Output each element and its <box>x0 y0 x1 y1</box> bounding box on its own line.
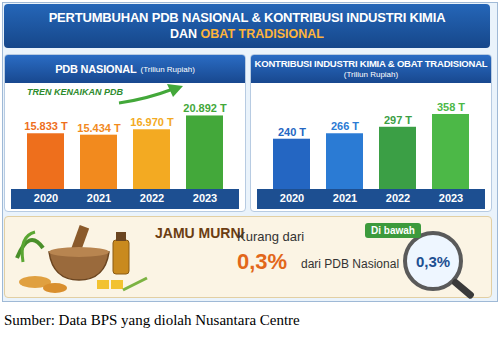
svg-text:2023: 2023 <box>193 192 217 204</box>
svg-text:2020: 2020 <box>34 192 58 204</box>
html-text:DAN OBAT TRADISIONAL: DAN OBAT TRADISIONAL <box>170 27 324 41</box>
html-text:Kurang dari: Kurang dari <box>237 229 305 244</box>
html-text:Di bawah: Di bawah <box>371 225 415 236</box>
svg-text:266 T: 266 T <box>331 120 359 132</box>
svg-text:2021: 2021 <box>333 192 357 204</box>
html-text:PERTUMBUHAN PDB NASIONAL & KON: PERTUMBUHAN PDB NASIONAL & KONTRIBUSI IN… <box>48 10 446 25</box>
svg-text:15.833 T: 15.833 T <box>24 120 68 132</box>
svg-text:2022: 2022 <box>386 192 410 204</box>
svg-text:2020: 2020 <box>280 192 304 204</box>
svg-text:16.970 T: 16.970 T <box>130 116 174 128</box>
svg-text:297 T: 297 T <box>384 114 412 126</box>
svg-text:358 T: 358 T <box>437 101 465 113</box>
svg-text:2023: 2023 <box>439 192 463 204</box>
html-text:0,3%: 0,3% <box>237 249 288 274</box>
svg-text:20.892 T: 20.892 T <box>183 102 227 114</box>
html-text:0,3%: 0,3% <box>415 252 451 270</box>
svg-text:15.434 T: 15.434 T <box>77 122 121 134</box>
html-text:PDB NASIONAL (Triliun Rupiah): PDB NASIONAL (Triliun Rupiah) <box>55 62 195 75</box>
html-text:Sumber: Data BPS yang diolah N: Sumber: Data BPS yang diolah Nusantara C… <box>4 312 300 328</box>
html-text:KONTRIBUSI INDUSTRI KIMIA & OB: KONTRIBUSI INDUSTRI KIMIA & OBAT TRADISI… <box>254 58 488 69</box>
svg-text:240 T: 240 T <box>278 126 306 138</box>
svg-text:2021: 2021 <box>87 192 111 204</box>
html-text:JAMU MURNI: JAMU MURNI <box>155 225 245 241</box>
html-text:(Triliun Rupiah): (Triliun Rupiah) <box>343 70 399 79</box>
html-text:dari PDB Nasional: dari PDB Nasional <box>301 257 399 271</box>
html-text:TREN KENAIKAN PDB: TREN KENAIKAN PDB <box>27 87 123 97</box>
svg-text:2022: 2022 <box>140 192 164 204</box>
